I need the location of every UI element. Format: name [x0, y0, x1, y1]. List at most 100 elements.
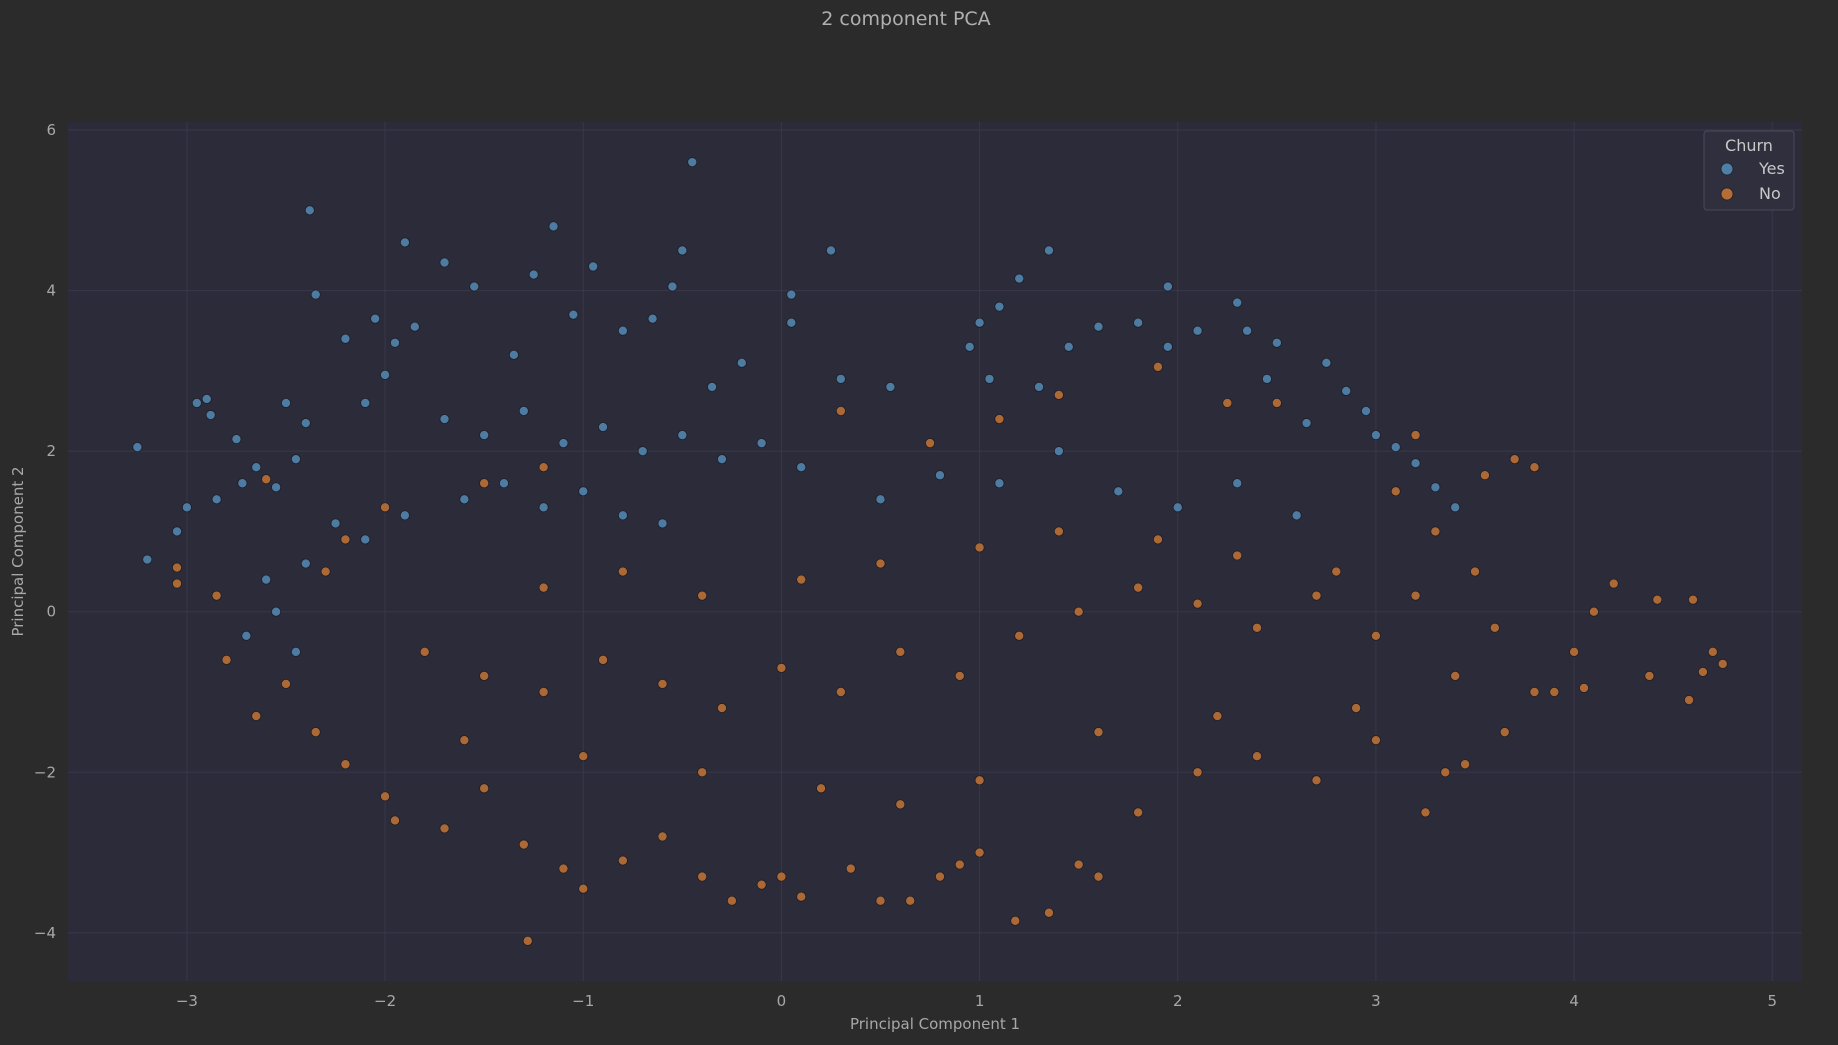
data-point	[697, 590, 708, 601]
data-point	[598, 422, 609, 433]
data-point	[1192, 767, 1203, 778]
data-point	[360, 397, 371, 408]
data-point	[954, 670, 965, 681]
data-point	[280, 678, 291, 689]
data-point	[310, 727, 321, 738]
data-point	[261, 474, 272, 485]
data-point	[885, 381, 896, 392]
data-point	[1499, 727, 1510, 738]
legend-label: Yes	[1758, 159, 1785, 178]
data-point	[479, 430, 490, 441]
data-point	[300, 558, 311, 569]
data-point	[964, 341, 975, 352]
data-point	[1113, 486, 1124, 497]
y-axis-label: Principal Component 2	[9, 466, 27, 636]
data-point	[756, 879, 767, 890]
series-yes	[132, 157, 1461, 657]
data-point	[974, 542, 985, 553]
data-point	[271, 606, 282, 617]
data-point	[399, 237, 410, 248]
x-tick-label: 4	[1569, 992, 1579, 1010]
data-point	[320, 566, 331, 577]
data-point	[558, 438, 569, 449]
data-point	[1588, 606, 1599, 617]
data-point	[1043, 907, 1054, 918]
data-point	[479, 783, 490, 794]
legend: Churn Yes No	[1703, 130, 1795, 211]
data-point	[1291, 510, 1302, 521]
data-point	[1043, 245, 1054, 256]
data-point	[271, 482, 282, 493]
data-point	[1341, 385, 1352, 396]
data-point	[211, 590, 222, 601]
data-point	[875, 895, 886, 906]
data-point	[340, 759, 351, 770]
data-point	[205, 410, 216, 421]
data-point	[389, 337, 400, 348]
plot-area	[68, 122, 1802, 981]
data-point	[211, 494, 222, 505]
data-point	[934, 470, 945, 481]
data-point	[380, 502, 391, 513]
data-point	[776, 871, 787, 882]
x-tick-label: −3	[176, 992, 198, 1010]
data-point	[1232, 297, 1243, 308]
data-point	[1222, 397, 1233, 408]
data-point	[786, 317, 797, 328]
data-point	[1301, 418, 1312, 429]
data-point	[1569, 646, 1580, 657]
data-point	[1232, 478, 1243, 489]
data-point	[617, 855, 628, 866]
legend-label: No	[1759, 184, 1781, 203]
data-point	[1034, 381, 1045, 392]
data-point	[697, 871, 708, 882]
data-point	[1644, 670, 1655, 681]
data-point	[1390, 442, 1401, 453]
data-point	[469, 281, 480, 292]
legend-title: Churn	[1725, 136, 1773, 155]
data-point	[835, 686, 846, 697]
y-tick-label: 4	[46, 282, 56, 300]
legend-marker	[1720, 162, 1734, 176]
data-point	[1450, 502, 1461, 513]
data-point	[191, 397, 202, 408]
data-point	[1370, 735, 1381, 746]
data-point	[251, 711, 262, 722]
data-point	[508, 349, 519, 360]
data-point	[687, 157, 698, 168]
data-point	[409, 321, 420, 332]
data-point	[1162, 341, 1173, 352]
data-point	[835, 406, 846, 417]
data-point	[796, 891, 807, 902]
data-point	[1252, 622, 1263, 633]
data-point	[578, 751, 589, 762]
data-point	[1014, 630, 1025, 641]
data-point	[300, 418, 311, 429]
data-point	[290, 454, 301, 465]
data-point	[568, 309, 579, 320]
y-tick-label: −2	[34, 763, 56, 781]
data-point	[1410, 430, 1421, 441]
data-point	[736, 357, 747, 368]
data-point	[261, 574, 272, 585]
data-point	[1261, 373, 1272, 384]
x-tick-label: 0	[777, 992, 787, 1010]
data-point	[1192, 598, 1203, 609]
legend-marker	[1720, 187, 1734, 201]
data-point	[1707, 646, 1718, 657]
data-point	[221, 654, 232, 665]
y-tick-label: 0	[46, 603, 56, 621]
data-point	[237, 478, 248, 489]
y-tick-label: 2	[46, 442, 56, 460]
data-point	[756, 438, 767, 449]
data-point	[875, 558, 886, 569]
data-point	[1410, 590, 1421, 601]
chart-title: 2 component PCA	[821, 8, 991, 30]
data-point	[251, 462, 262, 473]
data-point	[1152, 534, 1163, 545]
data-point	[528, 269, 539, 280]
data-point	[657, 678, 668, 689]
data-point	[1133, 317, 1144, 328]
data-point	[538, 686, 549, 697]
data-point	[588, 261, 599, 272]
